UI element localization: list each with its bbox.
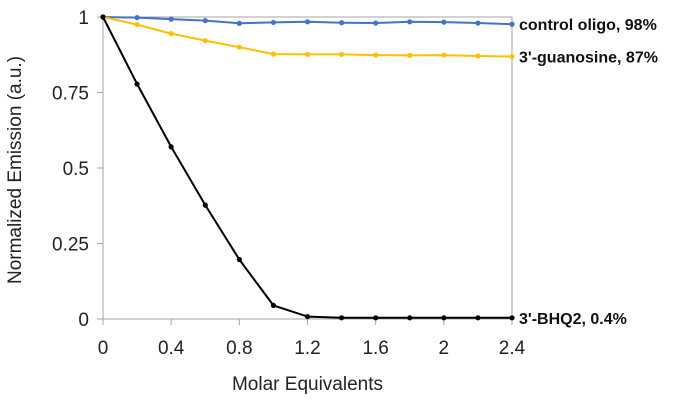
axes: 0 0.25 0.5 0.75 1 0 0.4 0.8 1.2 1.6 2 2.4 Molar Equi… xyxy=(5,8,526,395)
data-point-control-oligo xyxy=(338,20,345,26)
data-point-control-oligo xyxy=(236,20,242,26)
data-point-bhq2 xyxy=(236,256,242,263)
y-tick-label: 0.25 xyxy=(52,235,89,256)
data-point-bhq2 xyxy=(270,302,277,309)
plot-frame xyxy=(102,16,513,320)
data-point-guanosine xyxy=(475,53,481,59)
y-tick-label: 0 xyxy=(78,310,89,331)
x-tick-label: 1.6 xyxy=(362,338,388,359)
y-axis-title: Normalized Emission (a.u.) xyxy=(5,56,26,284)
data-point-guanosine xyxy=(236,44,242,50)
series-group xyxy=(100,14,515,321)
x-tick-label: 1.2 xyxy=(294,338,320,359)
data-point-bhq2 xyxy=(441,315,447,321)
data-point-bhq2 xyxy=(338,315,345,321)
x-tick-label: 0.4 xyxy=(158,338,185,359)
data-point-control-oligo xyxy=(168,16,174,22)
data-point-guanosine xyxy=(509,53,515,60)
data-point-control-oligo xyxy=(304,19,311,25)
data-point-control-oligo xyxy=(134,15,140,21)
data-point-bhq2 xyxy=(509,315,515,321)
series-line-bhq2 xyxy=(102,16,512,319)
data-point-control-oligo xyxy=(407,19,413,25)
data-point-control-oligo xyxy=(202,18,208,24)
data-point-guanosine xyxy=(304,51,311,58)
x-tick-label: 0.8 xyxy=(226,338,252,359)
data-point-control-oligo xyxy=(373,20,379,26)
data-point-bhq2 xyxy=(202,202,208,208)
data-point-guanosine xyxy=(134,21,140,28)
y-tick-label: 0.75 xyxy=(52,84,89,105)
data-point-guanosine xyxy=(407,52,413,58)
series-label-control-oligo: control oligo, 98% xyxy=(519,17,657,34)
data-point-control-oligo xyxy=(270,19,277,26)
data-point-bhq2 xyxy=(134,81,140,87)
data-point-bhq2 xyxy=(475,315,481,321)
data-point-guanosine xyxy=(338,51,345,58)
x-tick-label: 2 xyxy=(439,338,450,359)
data-point-bhq2 xyxy=(168,144,174,150)
data-point-control-oligo xyxy=(509,21,515,27)
data-point-control-oligo xyxy=(441,19,447,25)
series-label-guanosine: 3'-guanosine, 87% xyxy=(519,50,658,67)
data-point-guanosine xyxy=(202,37,208,44)
x-tick-label: 0 xyxy=(98,338,109,359)
data-point-bhq2 xyxy=(100,14,106,20)
data-point-guanosine xyxy=(168,31,174,37)
data-point-guanosine xyxy=(270,51,277,57)
data-point-control-oligo xyxy=(475,20,481,26)
data-point-guanosine xyxy=(373,52,379,58)
data-point-guanosine xyxy=(441,52,447,58)
y-tick-label: 1 xyxy=(78,8,89,29)
series-label-bhq2: 3'-BHQ2, 0.4% xyxy=(519,311,627,328)
data-point-bhq2 xyxy=(373,315,379,321)
x-tick-label: 2.4 xyxy=(499,338,526,359)
x-axis-title: Molar Equivalents xyxy=(232,374,383,395)
data-point-bhq2 xyxy=(304,313,311,320)
data-point-bhq2 xyxy=(407,315,413,321)
labels-group: control oligo, 98% 3'-guanosine, 87% 3'-BH… xyxy=(519,17,658,328)
y-tick-label: 0.5 xyxy=(63,159,89,180)
